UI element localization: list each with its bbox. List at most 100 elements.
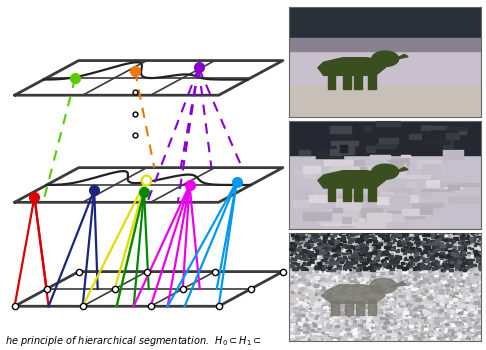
Bar [468,234,470,235]
Bar [312,252,313,253]
Bar [365,253,369,256]
Bar [473,306,474,307]
Bar [355,296,357,297]
Bar [364,236,365,237]
Bar [463,307,468,309]
Bar [344,327,346,328]
Bar [290,335,295,337]
Bar [292,246,295,247]
Bar [420,336,424,338]
Bar [409,261,411,262]
Bar [318,325,321,327]
Bar [313,238,317,240]
Bar [393,260,398,263]
Bar [344,253,348,255]
Bar [469,265,470,266]
Bar [411,249,413,250]
Bar [313,251,315,252]
Bar [382,276,386,279]
Bar [406,315,411,318]
Bar [329,268,332,271]
Bar [299,238,300,239]
Bar [475,247,478,249]
Bar [439,329,440,330]
Bar [388,289,391,291]
Bar [377,257,381,259]
Bar [474,313,476,314]
Bar [419,271,422,273]
Bar [359,244,361,245]
Bar [330,276,334,279]
Bar [330,278,334,280]
Bar [461,266,464,267]
Bar [364,287,368,289]
Bar [378,233,382,236]
Bar [399,340,401,341]
Bar [310,237,314,239]
Bar [434,317,438,320]
Bar [346,246,349,248]
Bar [384,238,389,241]
Bar [440,282,443,284]
Bar [325,283,328,285]
Bar [465,294,468,296]
Bar [343,292,345,293]
Bar [294,314,295,315]
Bar [371,287,373,288]
Bar [467,245,470,247]
Bar [341,305,345,307]
Bar [408,335,411,337]
Bar [427,253,431,256]
Bar [455,254,460,257]
Bar [389,255,393,257]
Bar [461,262,465,264]
Bar [452,273,454,274]
Bar [292,258,296,260]
Bar [342,288,346,290]
Bar [391,293,393,294]
Bar [458,247,461,248]
Bar [343,269,345,270]
Bar [465,254,466,255]
Bar [448,279,452,282]
Bar [442,276,444,277]
Bar [449,283,451,284]
Bar [343,232,347,234]
Bar [392,306,393,307]
Bar [443,265,446,266]
Bar [357,266,361,268]
Bar [366,260,368,261]
Bar [348,338,352,341]
Bar [396,259,400,261]
Bar [411,317,416,320]
Bar [328,256,330,257]
Bar [346,320,349,322]
Bar [442,281,446,283]
Bar [415,282,417,284]
Bar [300,336,305,338]
Bar [431,236,433,238]
Bar [316,308,320,310]
Bar [376,257,379,259]
Bar [312,259,313,260]
Bar [383,265,385,266]
Bar [473,256,477,258]
Bar [365,254,367,255]
Bar [414,236,417,238]
Bar [316,315,318,317]
Bar [422,258,424,259]
Bar [473,307,476,309]
Bar [306,325,307,326]
Bar [381,304,383,305]
Bar [315,236,316,237]
Bar [373,241,377,243]
Bar [321,238,325,240]
Bar [344,247,348,249]
Bar [428,235,429,236]
Bar [476,254,479,256]
Bar [410,279,412,280]
Bar [387,268,390,269]
Bar [303,263,308,266]
Bar [412,295,415,296]
Bar [390,327,392,328]
